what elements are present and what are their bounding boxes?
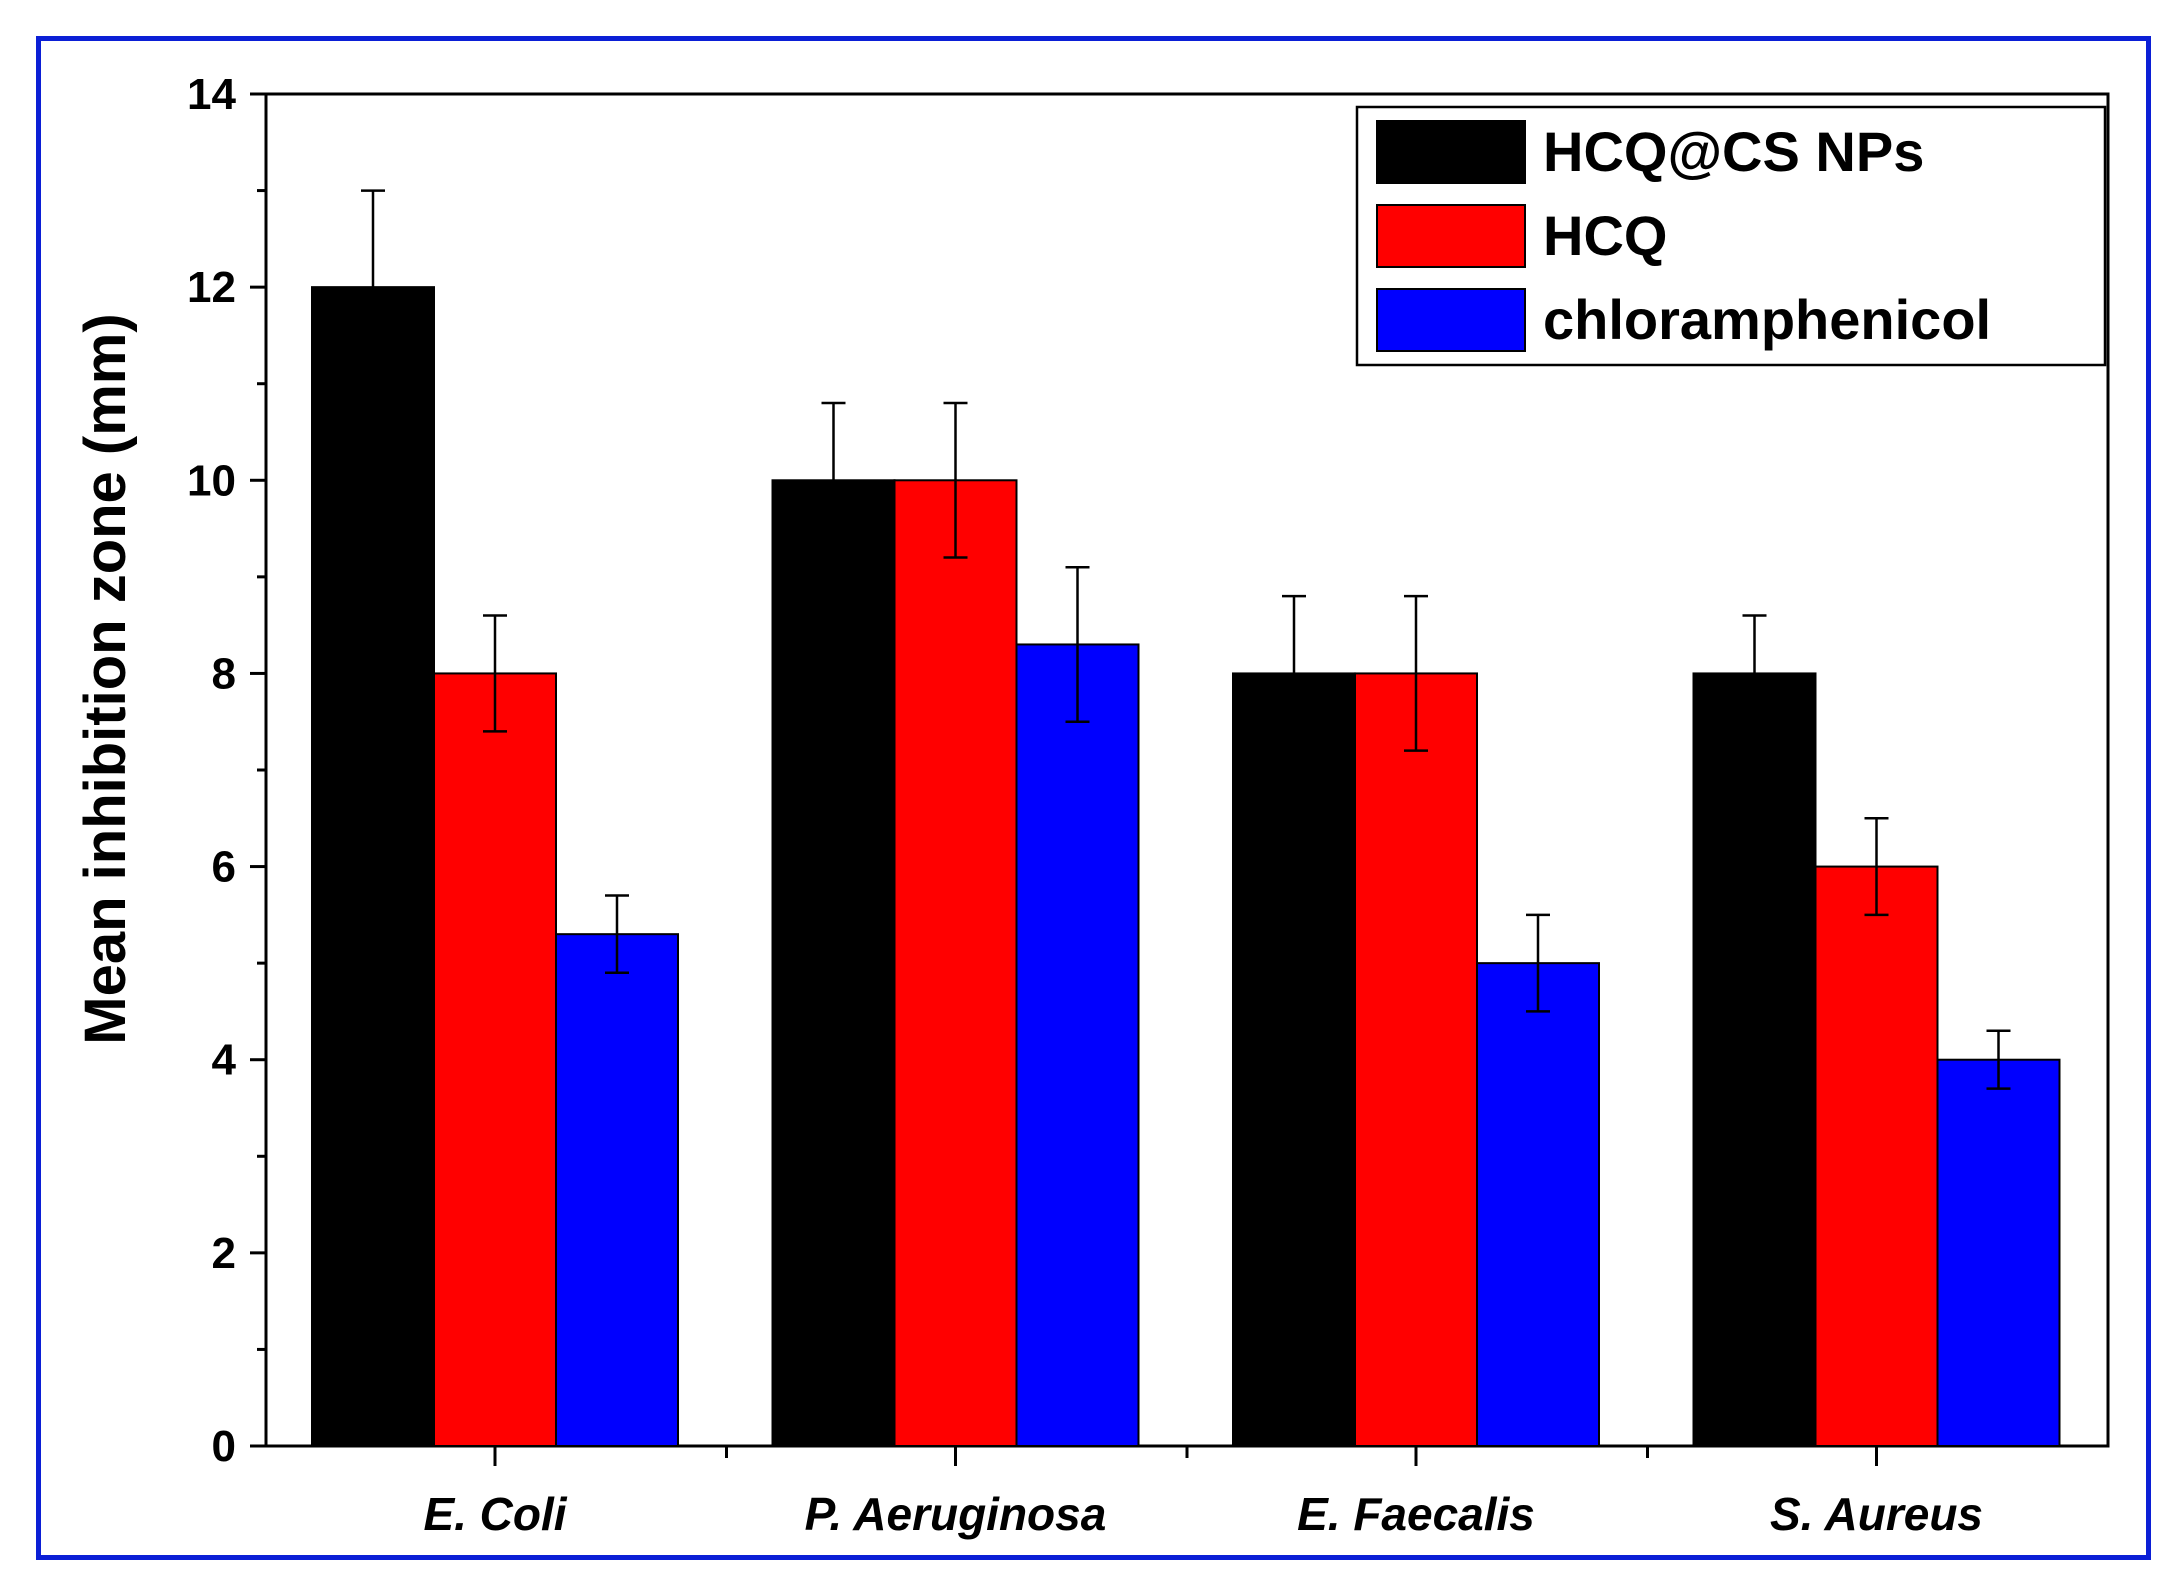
legend: HCQ@CS NPs HCQ chloramphenicol <box>1355 105 2107 367</box>
bar <box>433 672 557 1447</box>
legend-label: HCQ@CS NPs <box>1543 120 1924 183</box>
y-tick-label: 4 <box>212 1036 237 1085</box>
bar <box>1692 672 1817 1447</box>
y-tick-label: 2 <box>212 1229 236 1278</box>
plot-area: 0 2 4 6 8 10 12 14 E. Coli P. Aeruginosa E. Faecal… <box>187 70 2110 1540</box>
y-tick-label: 6 <box>212 843 236 892</box>
y-tick-label: 8 <box>212 649 236 698</box>
x-tick-label: E. Faecalis <box>1297 1488 1535 1540</box>
bar <box>771 479 896 1447</box>
bar <box>1015 643 1140 1447</box>
x-tick-label: P. Aeruginosa <box>805 1488 1107 1540</box>
legend-label: chloramphenicol <box>1543 288 1991 351</box>
bar <box>1814 865 1939 1447</box>
bar <box>311 286 435 1448</box>
y-tick-label: 0 <box>212 1422 236 1471</box>
bar <box>893 479 1018 1447</box>
legend-swatch <box>1376 120 1526 184</box>
x-tick-label: E. Coli <box>423 1488 567 1540</box>
x-tick-label: S. Aureus <box>1770 1488 1983 1540</box>
bar <box>1476 962 1600 1448</box>
y-tick-label: 14 <box>187 70 236 119</box>
y-tick-label: 10 <box>187 456 236 505</box>
legend-swatch <box>1376 288 1526 352</box>
bar <box>1354 672 1478 1447</box>
bar <box>555 933 679 1448</box>
bar <box>1232 672 1356 1447</box>
y-axis-title: Mean inhibition zone (mm) <box>73 313 138 1044</box>
bar <box>1936 1058 2061 1447</box>
legend-label: HCQ <box>1543 204 1667 267</box>
legend-swatch <box>1376 204 1526 268</box>
figure-frame <box>36 36 2151 1560</box>
y-tick-label: 12 <box>187 263 236 312</box>
